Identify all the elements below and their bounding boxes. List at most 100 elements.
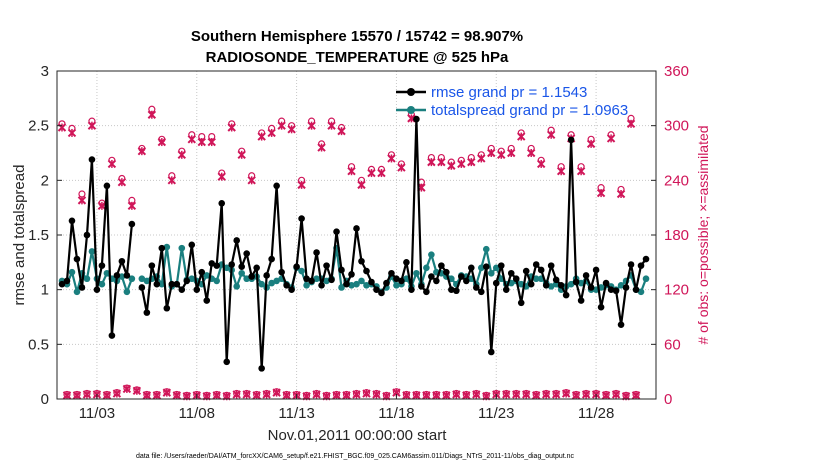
totalspread-point xyxy=(348,281,355,289)
x-tick-label: 11/18 xyxy=(378,405,414,422)
rmse-point xyxy=(293,263,300,271)
obs-assimilated-marker xyxy=(312,390,321,399)
obs-assimilated-marker xyxy=(72,391,82,400)
rmse-point xyxy=(443,268,450,276)
totalspread-point xyxy=(323,277,330,285)
rmse-point xyxy=(343,280,350,288)
rmse-point xyxy=(487,348,495,356)
obs-assimilated-marker xyxy=(507,148,516,158)
obs-assimilated-marker xyxy=(631,391,641,400)
obs-assimilated-marker xyxy=(147,110,157,119)
rmse-point xyxy=(562,291,570,299)
obs-assimilated-marker xyxy=(67,128,77,138)
obs-assimilated-marker xyxy=(162,388,172,397)
obs-assimilated-marker xyxy=(551,390,561,399)
rmse-point xyxy=(458,273,465,280)
rmse-point xyxy=(567,136,575,144)
rmse-point xyxy=(482,263,490,271)
chart-title-line1: Southern Hemisphere 15570 / 15742 = 98.9… xyxy=(191,28,523,45)
obs-assimilated-marker xyxy=(387,154,396,163)
rmse-point xyxy=(173,280,181,288)
rmse-point xyxy=(642,255,650,263)
rmse-point xyxy=(238,263,245,271)
totalspread-point xyxy=(338,284,345,291)
obs-assimilated-marker xyxy=(127,201,137,211)
totalspread-point xyxy=(428,251,435,258)
obs-assimilated-marker xyxy=(472,390,481,399)
rmse-point xyxy=(113,272,121,279)
rmse-point xyxy=(98,262,106,269)
totalspread-point xyxy=(413,269,420,277)
obs-assimilated-marker xyxy=(342,391,351,400)
obs-assimilated-marker xyxy=(112,389,122,398)
obs-assimilated-marker xyxy=(252,391,261,400)
rmse-point xyxy=(468,264,475,272)
rmse-point xyxy=(597,303,605,311)
obs-assimilated-marker xyxy=(277,121,286,130)
rmse-point xyxy=(93,286,101,293)
rmse-point xyxy=(517,299,525,307)
rmse-point xyxy=(473,284,480,291)
rmse-point xyxy=(602,279,610,287)
obs-assimilated-marker xyxy=(517,132,526,141)
obs-assimilated-marker xyxy=(157,137,167,147)
grid xyxy=(57,71,656,399)
totalspread-point xyxy=(213,277,221,285)
obs-assimilated-marker xyxy=(122,384,132,394)
rmse-point xyxy=(522,267,530,275)
totalspread-point xyxy=(303,281,310,289)
obs-assimilated-marker xyxy=(427,157,436,167)
x-tick-label: 11/23 xyxy=(478,405,514,422)
obs-assimilated-marker xyxy=(447,161,456,170)
obs-assimilated-marker xyxy=(601,391,611,400)
totalspread-point xyxy=(547,283,555,290)
totalspread-point xyxy=(103,269,111,277)
y-tick-label: 2.5 xyxy=(28,118,49,135)
rmse-point xyxy=(373,286,380,293)
rmse-point xyxy=(273,182,280,190)
obs-assimilated-marker xyxy=(522,390,531,399)
obs-assimilated-marker xyxy=(142,391,152,400)
rmse-point xyxy=(582,272,590,279)
totalspread-point xyxy=(68,268,76,276)
x-tick-label: 11/08 xyxy=(179,405,215,422)
rmse-point xyxy=(532,261,540,268)
obs-assimilated-marker xyxy=(237,150,246,160)
rmse-point xyxy=(612,287,620,295)
rmse-point xyxy=(73,255,81,263)
rmse-point xyxy=(268,255,275,263)
rmse-point xyxy=(223,358,231,366)
totalspread-point xyxy=(258,280,265,288)
rmse-point xyxy=(453,287,460,295)
rmse-point xyxy=(278,268,285,276)
rmse-point xyxy=(572,278,580,286)
obs-assimilated-marker xyxy=(87,121,97,130)
obs-assimilated-marker xyxy=(596,188,606,198)
totalspread-point xyxy=(358,277,365,285)
totalspread-point xyxy=(298,267,305,275)
obs-assimilated-marker xyxy=(367,168,376,178)
legend: rmse grand pr = 1.1543 totalspread grand… xyxy=(396,84,628,119)
rmse-point xyxy=(288,286,295,293)
rmse-point xyxy=(323,262,330,269)
totalspread-point xyxy=(492,264,500,272)
rmse-point xyxy=(428,273,435,280)
obs-assimilated-marker xyxy=(531,391,541,400)
rmse-point xyxy=(557,281,565,289)
obs-assimilated-marker xyxy=(527,148,536,158)
obs-assimilated-marker xyxy=(227,123,236,132)
series-layer xyxy=(58,115,650,372)
rmse-point xyxy=(218,199,226,207)
rmse-point xyxy=(88,156,96,163)
rmse-point xyxy=(78,284,86,291)
obs-assimilated-marker xyxy=(132,386,142,396)
rmse-point xyxy=(398,277,405,285)
obs-assimilated-marker xyxy=(442,391,451,400)
totalspread-point xyxy=(363,281,370,289)
obs-assimilated-marker xyxy=(137,146,147,156)
rmse-point xyxy=(463,277,470,285)
obs-assimilated-marker xyxy=(197,137,206,147)
rmse-point xyxy=(492,279,500,287)
obs-assimilated-marker xyxy=(332,391,341,400)
obs-assimilated-marker xyxy=(606,134,616,143)
